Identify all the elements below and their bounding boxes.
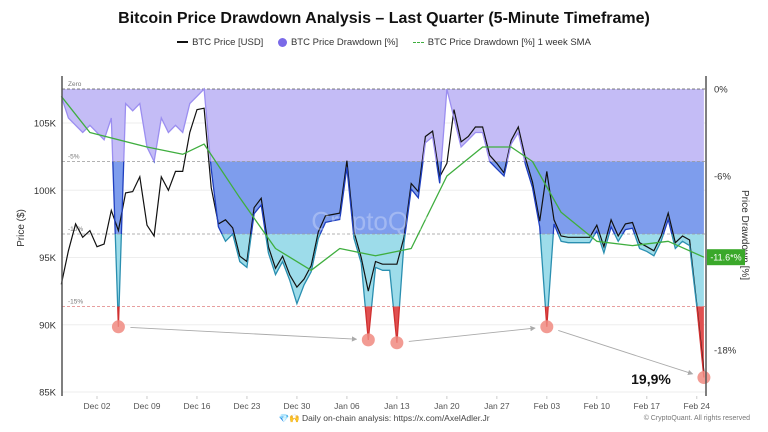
x-tick-label: Jan 20 <box>434 401 460 411</box>
drawdown-area-zone-0 <box>62 89 704 162</box>
y-tick-right: -6% <box>714 172 731 183</box>
y-axis-right-title: Price Drawdown [%] <box>739 190 750 280</box>
x-tick-label: Dec 23 <box>233 401 260 411</box>
drawdown-area-zone-1 <box>112 161 704 234</box>
y-tick-left: 95K <box>39 253 57 264</box>
annotation-arrow <box>558 330 694 376</box>
legend: BTC Price [USD] BTC Price Drawdown [%] B… <box>0 37 768 48</box>
x-tick-label: Jan 06 <box>334 401 360 411</box>
y-tick-left: 100K <box>34 186 57 197</box>
legend-item-sma[interactable]: BTC Price Drawdown [%] 1 week SMA <box>412 37 591 48</box>
legend-label: BTC Price [USD] <box>192 37 264 48</box>
annotation-arrow <box>408 325 536 342</box>
y-tick-left: 85K <box>39 388 57 399</box>
drawdown-low-marker <box>111 320 125 334</box>
last-value-label: -11.6*% <box>710 253 741 263</box>
y-tick-right: -18% <box>714 346 737 357</box>
y-tick-left: 90K <box>39 320 57 331</box>
footer: 💎🙌 Daily on-chain analysis: https://x.co… <box>0 413 768 424</box>
band-label: -15% <box>68 299 83 306</box>
legend-label: BTC Price Drawdown [%] 1 week SMA <box>427 37 591 48</box>
drawdown-low-marker <box>540 320 554 334</box>
last-value-badge <box>707 249 745 266</box>
x-tick-label: Jan 27 <box>484 401 510 411</box>
x-tick-label: Dec 30 <box>283 401 310 411</box>
x-tick-label: Feb 03 <box>534 401 561 411</box>
x-tick-label: Feb 17 <box>634 401 661 411</box>
annotation-arrow <box>130 326 358 342</box>
band-label: Zero <box>68 81 82 88</box>
band-label: -10% <box>68 226 83 233</box>
band-label: -5% <box>68 154 80 161</box>
y-axis-left-title: Price ($) <box>16 209 27 247</box>
footer-text: 💎🙌 Daily on-chain analysis: <box>278 413 394 423</box>
drawdown-line-zone-2 <box>114 234 698 307</box>
x-tick-label: Dec 16 <box>183 401 210 411</box>
legend-item-drawdown[interactable]: BTC Price Drawdown [%] <box>277 37 399 48</box>
x-tick-label: Feb 24 <box>684 401 711 411</box>
x-tick-label: Dec 09 <box>134 401 161 411</box>
drawdown-area-zone-2 <box>115 234 704 307</box>
y-tick-right: 0% <box>714 85 728 96</box>
x-tick-label: Jan 13 <box>384 401 410 411</box>
drawdown-line-zone-1 <box>112 161 673 234</box>
legend-label: BTC Price Drawdown [%] <box>290 37 399 48</box>
sma-line <box>60 95 705 271</box>
chart-title: Bitcoin Price Drawdown Analysis – Last Q… <box>118 10 650 27</box>
drawdown-annotation: 19,9% <box>631 371 671 387</box>
legend-item-price[interactable]: BTC Price [USD] <box>177 37 263 48</box>
drawdown-low-marker <box>361 333 375 347</box>
copyright: © CryptoQuant. All rights reserved <box>643 415 750 422</box>
price-line <box>60 107 705 372</box>
drawdown-low-marker <box>390 336 404 350</box>
y-tick-left: 105K <box>34 119 57 130</box>
drawdown-line-zone-0 <box>62 87 526 162</box>
watermark: CryptoQuant <box>311 206 459 236</box>
footer-link[interactable]: https://x.com/AxelAdler.Jr <box>393 413 490 423</box>
drawdown-low-marker <box>697 371 711 385</box>
x-tick-label: Dec 02 <box>84 401 111 411</box>
x-tick-label: Feb 10 <box>584 401 611 411</box>
